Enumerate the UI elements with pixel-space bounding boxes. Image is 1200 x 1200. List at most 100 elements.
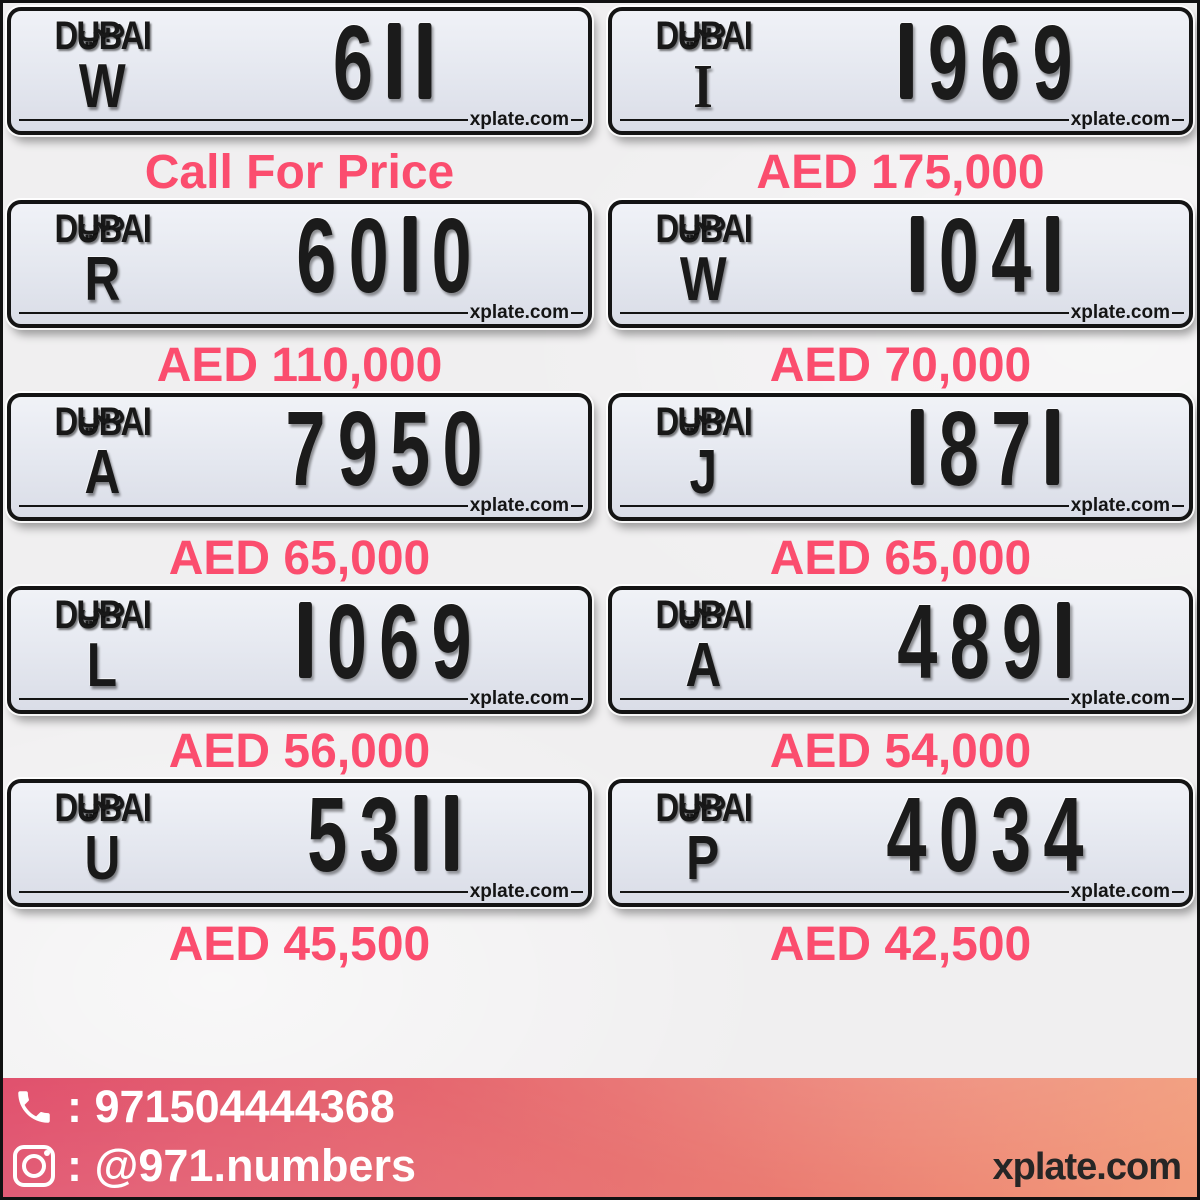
dubai-logo: DUBAI دبي bbox=[636, 399, 770, 444]
digit-one-bar bbox=[414, 795, 427, 871]
plate-letter-code: I bbox=[693, 53, 713, 121]
digit: 7 bbox=[990, 390, 1031, 508]
dubai-logo: DUBAI دبي bbox=[636, 13, 770, 57]
plate-left-block: DUBAI دبي I bbox=[636, 13, 770, 121]
plate-letter-code: L bbox=[86, 631, 118, 700]
digit-one-bar bbox=[418, 23, 432, 99]
plate-price: AED 56,000 bbox=[168, 725, 431, 778]
digit-one-bar bbox=[1056, 602, 1070, 678]
plate-watermark: xplate.com bbox=[19, 110, 583, 130]
plate-letter-code: A bbox=[84, 438, 120, 507]
plate-price: AED 175,000 bbox=[756, 146, 1045, 199]
digit: 6 bbox=[378, 583, 419, 701]
plate-price: AED 45,500 bbox=[168, 918, 431, 971]
dubai-logo: DUBAI دبي bbox=[35, 206, 169, 251]
plate-left-block: DUBAI دبي L bbox=[35, 592, 169, 700]
plate-price: AED 110,000 bbox=[156, 339, 443, 392]
dubai-logo-latin-text: DUBAI bbox=[655, 400, 752, 444]
instagram-row: : @971.numbers bbox=[13, 1141, 416, 1191]
watermark-line-right bbox=[571, 118, 583, 122]
watermark-text: xplate.com bbox=[1070, 302, 1170, 323]
plate-left-block: DUBAI دبي P bbox=[636, 785, 770, 893]
dubai-logo: DUBAI دبي bbox=[35, 592, 169, 637]
dubai-logo-latin-text: DUBAI bbox=[54, 786, 151, 830]
phone-number: : 971504444368 bbox=[67, 1081, 395, 1132]
watermark-line-right bbox=[1172, 697, 1184, 701]
watermark-line-left bbox=[19, 504, 468, 508]
watermark-line-left bbox=[19, 311, 468, 315]
plate-watermark: xplate.com bbox=[620, 303, 1184, 323]
plate-letter-code: U bbox=[84, 824, 120, 893]
contact-block: : 971504444368 : @971.numbers bbox=[13, 1082, 416, 1191]
watermark-text: xplate.com bbox=[1070, 688, 1170, 709]
dubai-logo: DUBAI دبي bbox=[35, 785, 169, 830]
digit: 0 bbox=[938, 776, 979, 894]
digit: 4 bbox=[896, 583, 937, 701]
watermark-text: xplate.com bbox=[469, 495, 569, 516]
plate-letter-code: W bbox=[679, 245, 727, 314]
watermark-line-right bbox=[1172, 890, 1184, 894]
digit: 0 bbox=[348, 197, 389, 315]
dubai-logo-latin-text: DUBAI bbox=[655, 593, 752, 637]
digit-one-bar bbox=[899, 23, 913, 99]
digit: 7 bbox=[284, 390, 326, 508]
plate-watermark: xplate.com bbox=[620, 496, 1184, 516]
digit-one-bar bbox=[910, 216, 924, 292]
digit: 9 bbox=[337, 390, 378, 508]
instagram-icon bbox=[13, 1145, 55, 1187]
plate-watermark: xplate.com bbox=[620, 882, 1184, 902]
digit: 0 bbox=[441, 390, 483, 508]
watermark-line-right bbox=[571, 890, 583, 894]
digit: 3 bbox=[990, 776, 1031, 894]
plate-left-block: DUBAI دبي A bbox=[636, 592, 770, 700]
digit-one-bar bbox=[1045, 409, 1059, 485]
digit: 4 bbox=[1042, 776, 1084, 894]
watermark-line-right bbox=[1172, 311, 1184, 315]
plate-watermark: xplate.com bbox=[620, 689, 1184, 709]
digit: 4 bbox=[990, 197, 1031, 315]
plate-price: AED 70,000 bbox=[769, 339, 1032, 392]
watermark-line-left bbox=[620, 504, 1069, 508]
digit: 9 bbox=[1001, 583, 1042, 701]
watermark-line-right bbox=[571, 697, 583, 701]
digit-one-bar bbox=[387, 23, 401, 99]
watermark-line-left bbox=[620, 697, 1069, 701]
dubai-logo: DUBAI دبي bbox=[636, 592, 770, 637]
plate-left-block: DUBAI دبي W bbox=[35, 13, 169, 118]
plate-letter-code: A bbox=[685, 631, 721, 700]
instagram-handle: : @971.numbers bbox=[67, 1140, 416, 1191]
digit: 6 bbox=[332, 4, 373, 122]
dubai-logo-latin-text: DUBAI bbox=[54, 593, 151, 637]
watermark-line-left bbox=[19, 890, 468, 894]
license-plate: DUBAI دبي W 6 xplate.com bbox=[7, 7, 592, 135]
digit: 5 bbox=[306, 776, 347, 894]
phone-icon bbox=[18, 1091, 50, 1123]
plate-price: AED 65,000 bbox=[769, 532, 1032, 585]
digit: 0 bbox=[938, 197, 979, 315]
digit: 8 bbox=[938, 390, 979, 508]
plate-watermark: xplate.com bbox=[19, 689, 583, 709]
digit-one-bar bbox=[444, 795, 458, 871]
dubai-logo-latin-text: DUBAI bbox=[54, 207, 151, 251]
watermark-text: xplate.com bbox=[1070, 881, 1170, 902]
watermark-text: xplate.com bbox=[469, 688, 569, 709]
dubai-logo: DUBAI دبي bbox=[636, 206, 770, 250]
plate-price: AED 65,000 bbox=[168, 532, 431, 585]
plate-letter-code: P bbox=[686, 824, 720, 893]
plate-watermark: xplate.com bbox=[19, 303, 583, 323]
